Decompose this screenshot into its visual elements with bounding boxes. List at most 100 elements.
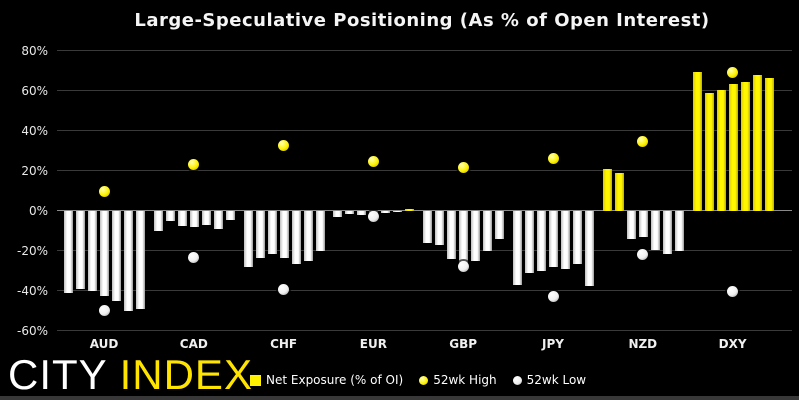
x-category-label-dxy: DXY [718, 337, 747, 351]
high-dot-gbp [457, 162, 469, 173]
gridline [57, 130, 792, 131]
bar-aud-0 [64, 210, 73, 293]
bar-aud-6 [136, 210, 145, 309]
high-dot-cad [188, 159, 200, 170]
bar-eur-1 [345, 210, 355, 214]
bar-jpy-4 [561, 210, 570, 269]
bar-cad-2 [177, 210, 187, 226]
legend-item-net-exposure: Net Exposure (% of OI) [250, 373, 403, 387]
bar-cad-3 [189, 210, 199, 227]
x-category-label-eur: EUR [359, 337, 387, 351]
bar-gbp-6 [495, 210, 505, 239]
bar-chf-6 [315, 210, 325, 251]
bottom-divider [0, 396, 799, 400]
high-dot-swatch-icon [419, 375, 429, 385]
bar-jpy-6 [585, 210, 594, 286]
bar-chf-1 [255, 210, 265, 258]
gridline [57, 90, 792, 91]
bar-aud-5 [124, 210, 133, 311]
bar-nzd-0 [602, 168, 612, 211]
bar-cad-1 [165, 210, 175, 221]
bar-nzd-1 [614, 172, 624, 211]
bar-cad-6 [225, 210, 235, 220]
bar-jpy-5 [573, 210, 582, 264]
bar-chf-0 [243, 210, 253, 267]
gridline [57, 290, 792, 291]
gridline [57, 170, 792, 171]
city-index-logo: CITY INDEX [8, 354, 253, 396]
bar-chf-5 [303, 210, 313, 261]
high-dot-nzd [637, 136, 649, 147]
bar-dxy-0 [692, 71, 702, 211]
bar-dxy-5 [752, 74, 762, 211]
x-category-label-jpy: JPY [542, 337, 564, 351]
bar-dxy-6 [764, 77, 774, 211]
low-dot-dxy [727, 286, 739, 297]
high-dot-chf [278, 140, 290, 151]
chart-legend: Net Exposure (% of OI) 52wk High 52wk Lo… [250, 373, 586, 387]
gridline [57, 250, 792, 251]
bar-aud-4 [112, 210, 121, 301]
x-category-label-chf: CHF [270, 337, 298, 351]
bar-cad-0 [153, 210, 163, 231]
low-dot-swatch-icon [512, 375, 522, 385]
y-tick-label: 20% [21, 163, 48, 178]
bar-jpy-1 [525, 210, 534, 273]
y-tick-label: -60% [16, 323, 48, 338]
low-dot-eur [367, 211, 379, 222]
bar-gbp-0 [423, 210, 433, 243]
bar-gbp-2 [447, 210, 457, 259]
legend-52wk-high-label: 52wk High [433, 373, 497, 387]
y-tick-label: 0% [28, 203, 48, 218]
bar-dxy-2 [716, 89, 726, 211]
bar-aud-1 [76, 210, 85, 289]
gridline [57, 330, 792, 331]
bar-nzd-2 [626, 210, 636, 239]
bar-dxy-1 [704, 92, 714, 211]
bar-aud-3 [100, 210, 109, 296]
y-tick-label: -40% [16, 283, 48, 298]
bar-eur-5 [393, 210, 403, 212]
bar-gbp-5 [483, 210, 493, 251]
x-category-label-nzd: NZD [628, 337, 658, 351]
legend-item-52wk-high: 52wk High [419, 373, 497, 387]
bar-nzd-3 [638, 210, 648, 237]
y-tick-label: 80% [21, 43, 48, 58]
legend-52wk-low-label: 52wk Low [526, 373, 587, 387]
high-dot-aud [98, 186, 110, 197]
y-tick-label: 60% [21, 83, 48, 98]
bar-gbp-1 [435, 210, 445, 245]
low-dot-cad [188, 252, 200, 263]
y-tick-label: -20% [16, 243, 48, 258]
x-category-label-aud: AUD [89, 337, 119, 351]
bar-nzd-6 [674, 210, 684, 251]
gridline [57, 50, 792, 51]
logo-index-text: INDEX [119, 351, 253, 398]
bar-eur-6 [405, 208, 415, 211]
low-dot-aud [98, 305, 110, 316]
bar-eur-4 [381, 210, 391, 213]
bar-cad-5 [213, 210, 223, 229]
bar-dxy-3 [728, 83, 738, 211]
bar-aud-2 [88, 210, 97, 291]
legend-item-52wk-low: 52wk Low [512, 373, 587, 387]
x-category-label-cad: CAD [179, 337, 208, 351]
bar-dxy-4 [740, 81, 750, 211]
low-dot-chf [278, 284, 290, 295]
high-dot-eur [367, 156, 379, 167]
bar-nzd-4 [650, 210, 660, 250]
bar-eur-0 [333, 210, 343, 217]
legend-net-exposure-label: Net Exposure (% of OI) [266, 373, 404, 387]
bar-jpy-0 [513, 210, 522, 285]
x-category-label-gbp: GBP [449, 337, 478, 351]
bar-gbp-3 [459, 210, 469, 263]
bar-cad-4 [201, 210, 211, 225]
bar-chf-2 [267, 210, 277, 254]
bar-jpy-2 [537, 210, 546, 271]
bar-eur-2 [357, 210, 367, 215]
low-dot-nzd [637, 249, 649, 260]
low-dot-jpy [547, 291, 559, 302]
bar-gbp-4 [471, 210, 481, 261]
